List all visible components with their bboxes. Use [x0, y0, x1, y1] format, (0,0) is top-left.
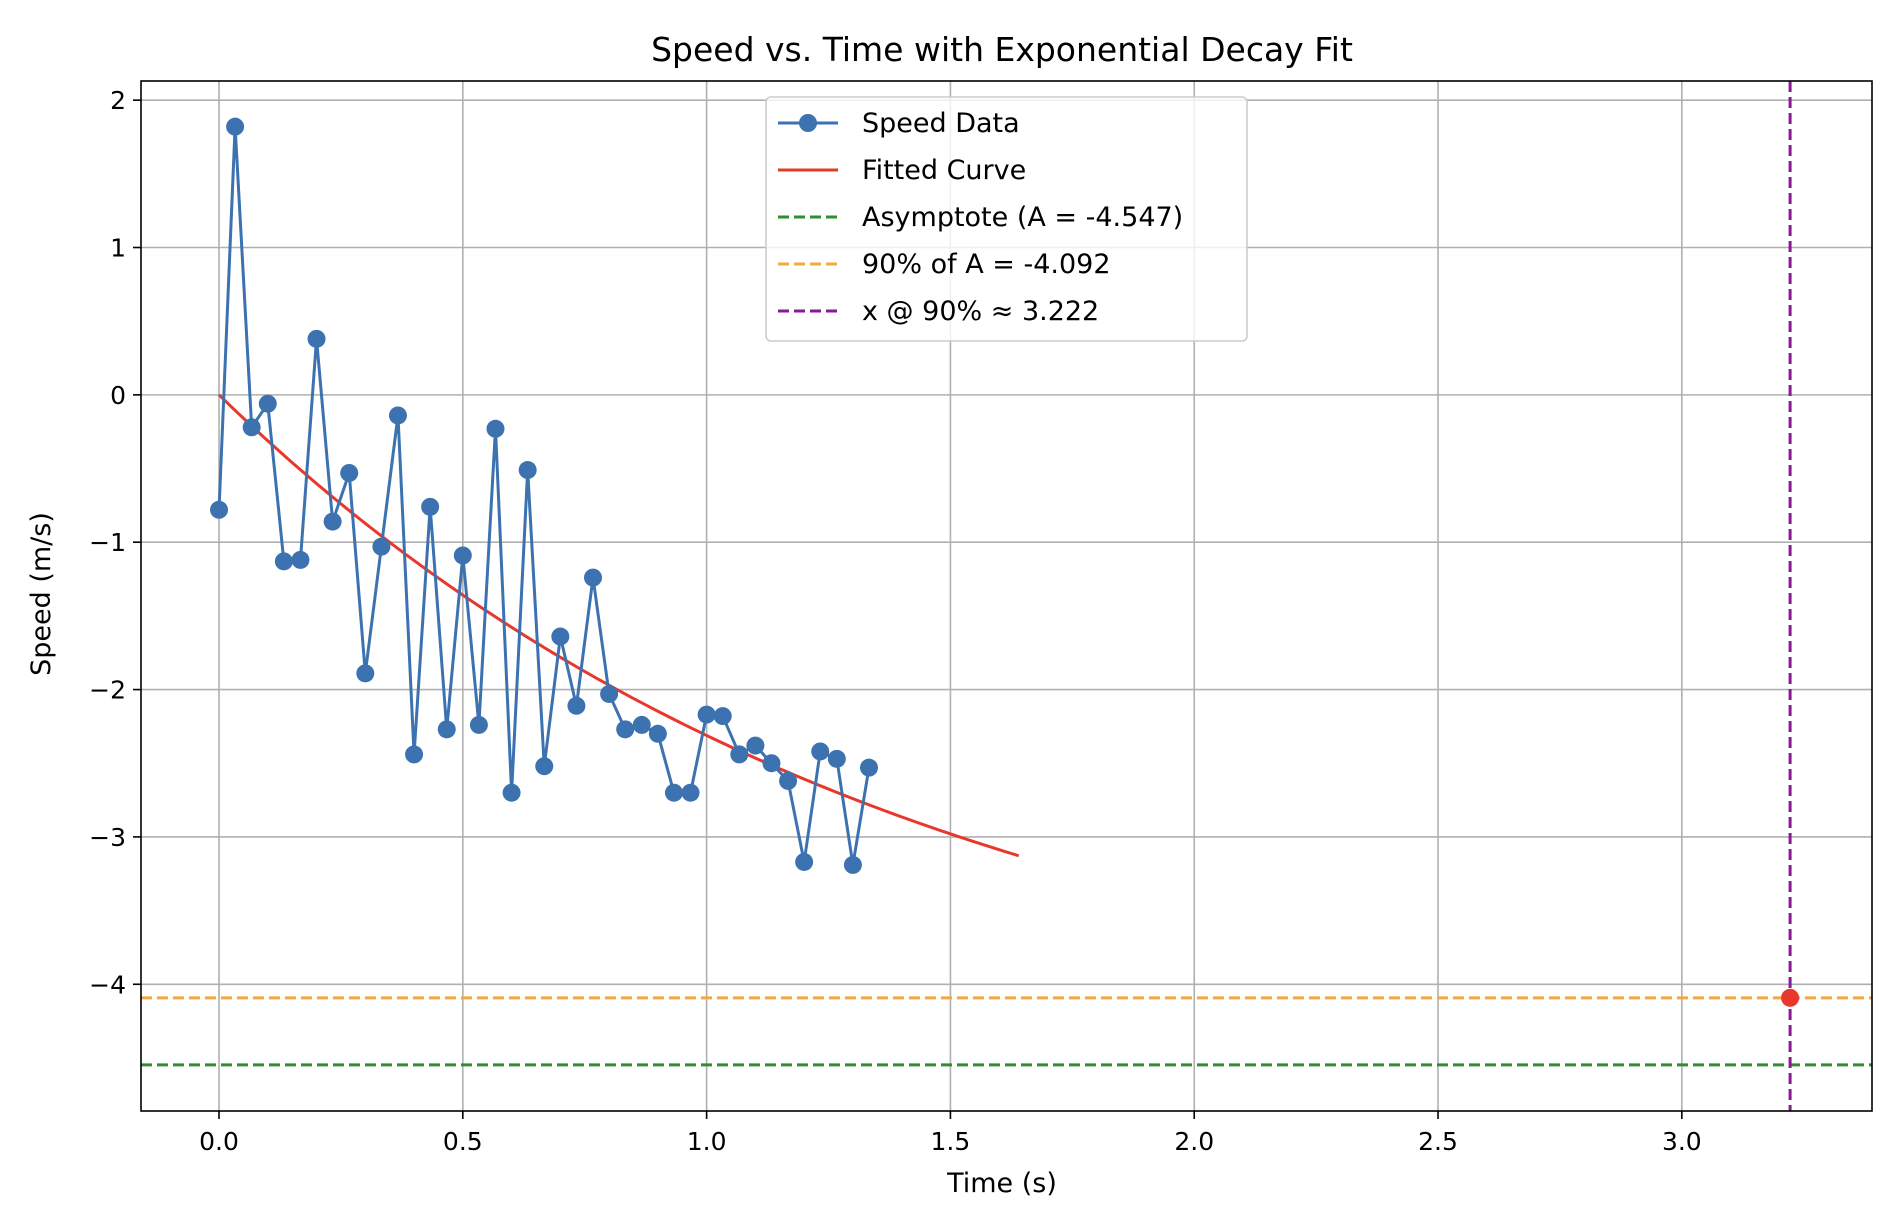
speed-data-point: [795, 852, 814, 871]
speed-data-point: [535, 757, 554, 776]
speed-data-point: [746, 736, 765, 755]
fitted-curve-line: [217, 393, 1020, 858]
speed-data-point: [600, 684, 619, 703]
speed-data-point: [697, 705, 716, 724]
speed-data-point: [843, 855, 862, 874]
speed-data-point: [713, 707, 732, 726]
speed-data-point: [274, 552, 293, 571]
y-tick-label: 1: [110, 234, 126, 263]
x-tick-label: 0.5: [443, 1127, 483, 1156]
y-tick-label: −1: [89, 528, 126, 557]
speed-data-point: [811, 742, 830, 761]
y-axis-label: Speed (m/s): [26, 512, 57, 676]
legend-label: x @ 90% ≈ 3.222: [862, 296, 1099, 327]
legend: Speed Data Fitted Curve Asymptote (A = -4.…: [765, 96, 1248, 342]
speed-data-point: [584, 568, 603, 587]
legend-label: Fitted Curve: [862, 155, 1026, 186]
legend-label: Speed Data: [862, 108, 1020, 139]
x-tick-label: 3.0: [1662, 1127, 1702, 1156]
speed-data-point: [632, 715, 651, 734]
speed-data-point: [827, 749, 846, 768]
x-tick-label: 0.0: [199, 1127, 239, 1156]
y-tick-label: −3: [89, 823, 126, 852]
legend-marker-speed-data: [799, 114, 817, 132]
speed-data-point: [567, 696, 586, 715]
speed-data-point: [616, 720, 635, 739]
speed-data-point: [664, 783, 683, 802]
speed-data-point: [518, 461, 537, 480]
chart-title: Speed vs. Time with Exponential Decay Fi…: [651, 30, 1353, 69]
speed-data-point: [502, 783, 521, 802]
y-tick-label: −2: [89, 676, 126, 705]
plot-frame: [140, 80, 1873, 1112]
speed-data-point: [356, 664, 375, 683]
legend-label: Asymptote (A = -4.547): [862, 202, 1183, 233]
speed-data-point: [421, 497, 440, 516]
speed-data-point: [681, 783, 700, 802]
speed-data-point: [323, 512, 342, 531]
speed-data-point: [469, 715, 488, 734]
speed-data-point: [372, 537, 391, 556]
speed-data-point: [210, 500, 229, 519]
speed-data-point: [762, 754, 781, 773]
legend-box: [765, 96, 1248, 342]
speed-data-point: [551, 627, 570, 646]
reference-lines: [141, 81, 1872, 1111]
legend-label: 90% of A = -4.092: [862, 249, 1111, 280]
speed-data-point: [405, 745, 424, 764]
ninety-percent-point: [1781, 988, 1800, 1007]
speed-data-point: [388, 406, 407, 425]
axes: 0.0 0.5 1.0 1.5 2.0 2.5 3.0 2 1 0 −1 −2 −3 −4: [89, 80, 1873, 1156]
speed-data-point: [437, 720, 456, 739]
x-axis-label: Time (s): [946, 1168, 1057, 1199]
speed-data-point: [307, 329, 326, 348]
speed-data-point: [453, 546, 472, 565]
y-tick-label: 0: [110, 381, 126, 410]
x-tick-label: 2.5: [1418, 1127, 1458, 1156]
speed-data-point: [730, 745, 749, 764]
speed-data-point: [226, 117, 245, 136]
speed-data-point: [258, 394, 277, 413]
speed-data-point: [648, 724, 667, 743]
x-tick-label: 2.0: [1174, 1127, 1214, 1156]
speed-data-point: [779, 771, 798, 790]
y-tick-label: −4: [89, 970, 126, 999]
grid-lines: [141, 81, 1872, 1111]
speed-data-point: [242, 418, 261, 437]
speed-data-point: [340, 463, 359, 482]
x-tick-label: 1.0: [687, 1127, 727, 1156]
series-layer: [210, 117, 1800, 1007]
speed-data-point: [486, 419, 505, 438]
speed-data-point: [859, 758, 878, 777]
speed-data-point: [291, 550, 310, 569]
x-tick-label: 1.5: [931, 1127, 971, 1156]
y-tick-label: 2: [110, 86, 126, 115]
